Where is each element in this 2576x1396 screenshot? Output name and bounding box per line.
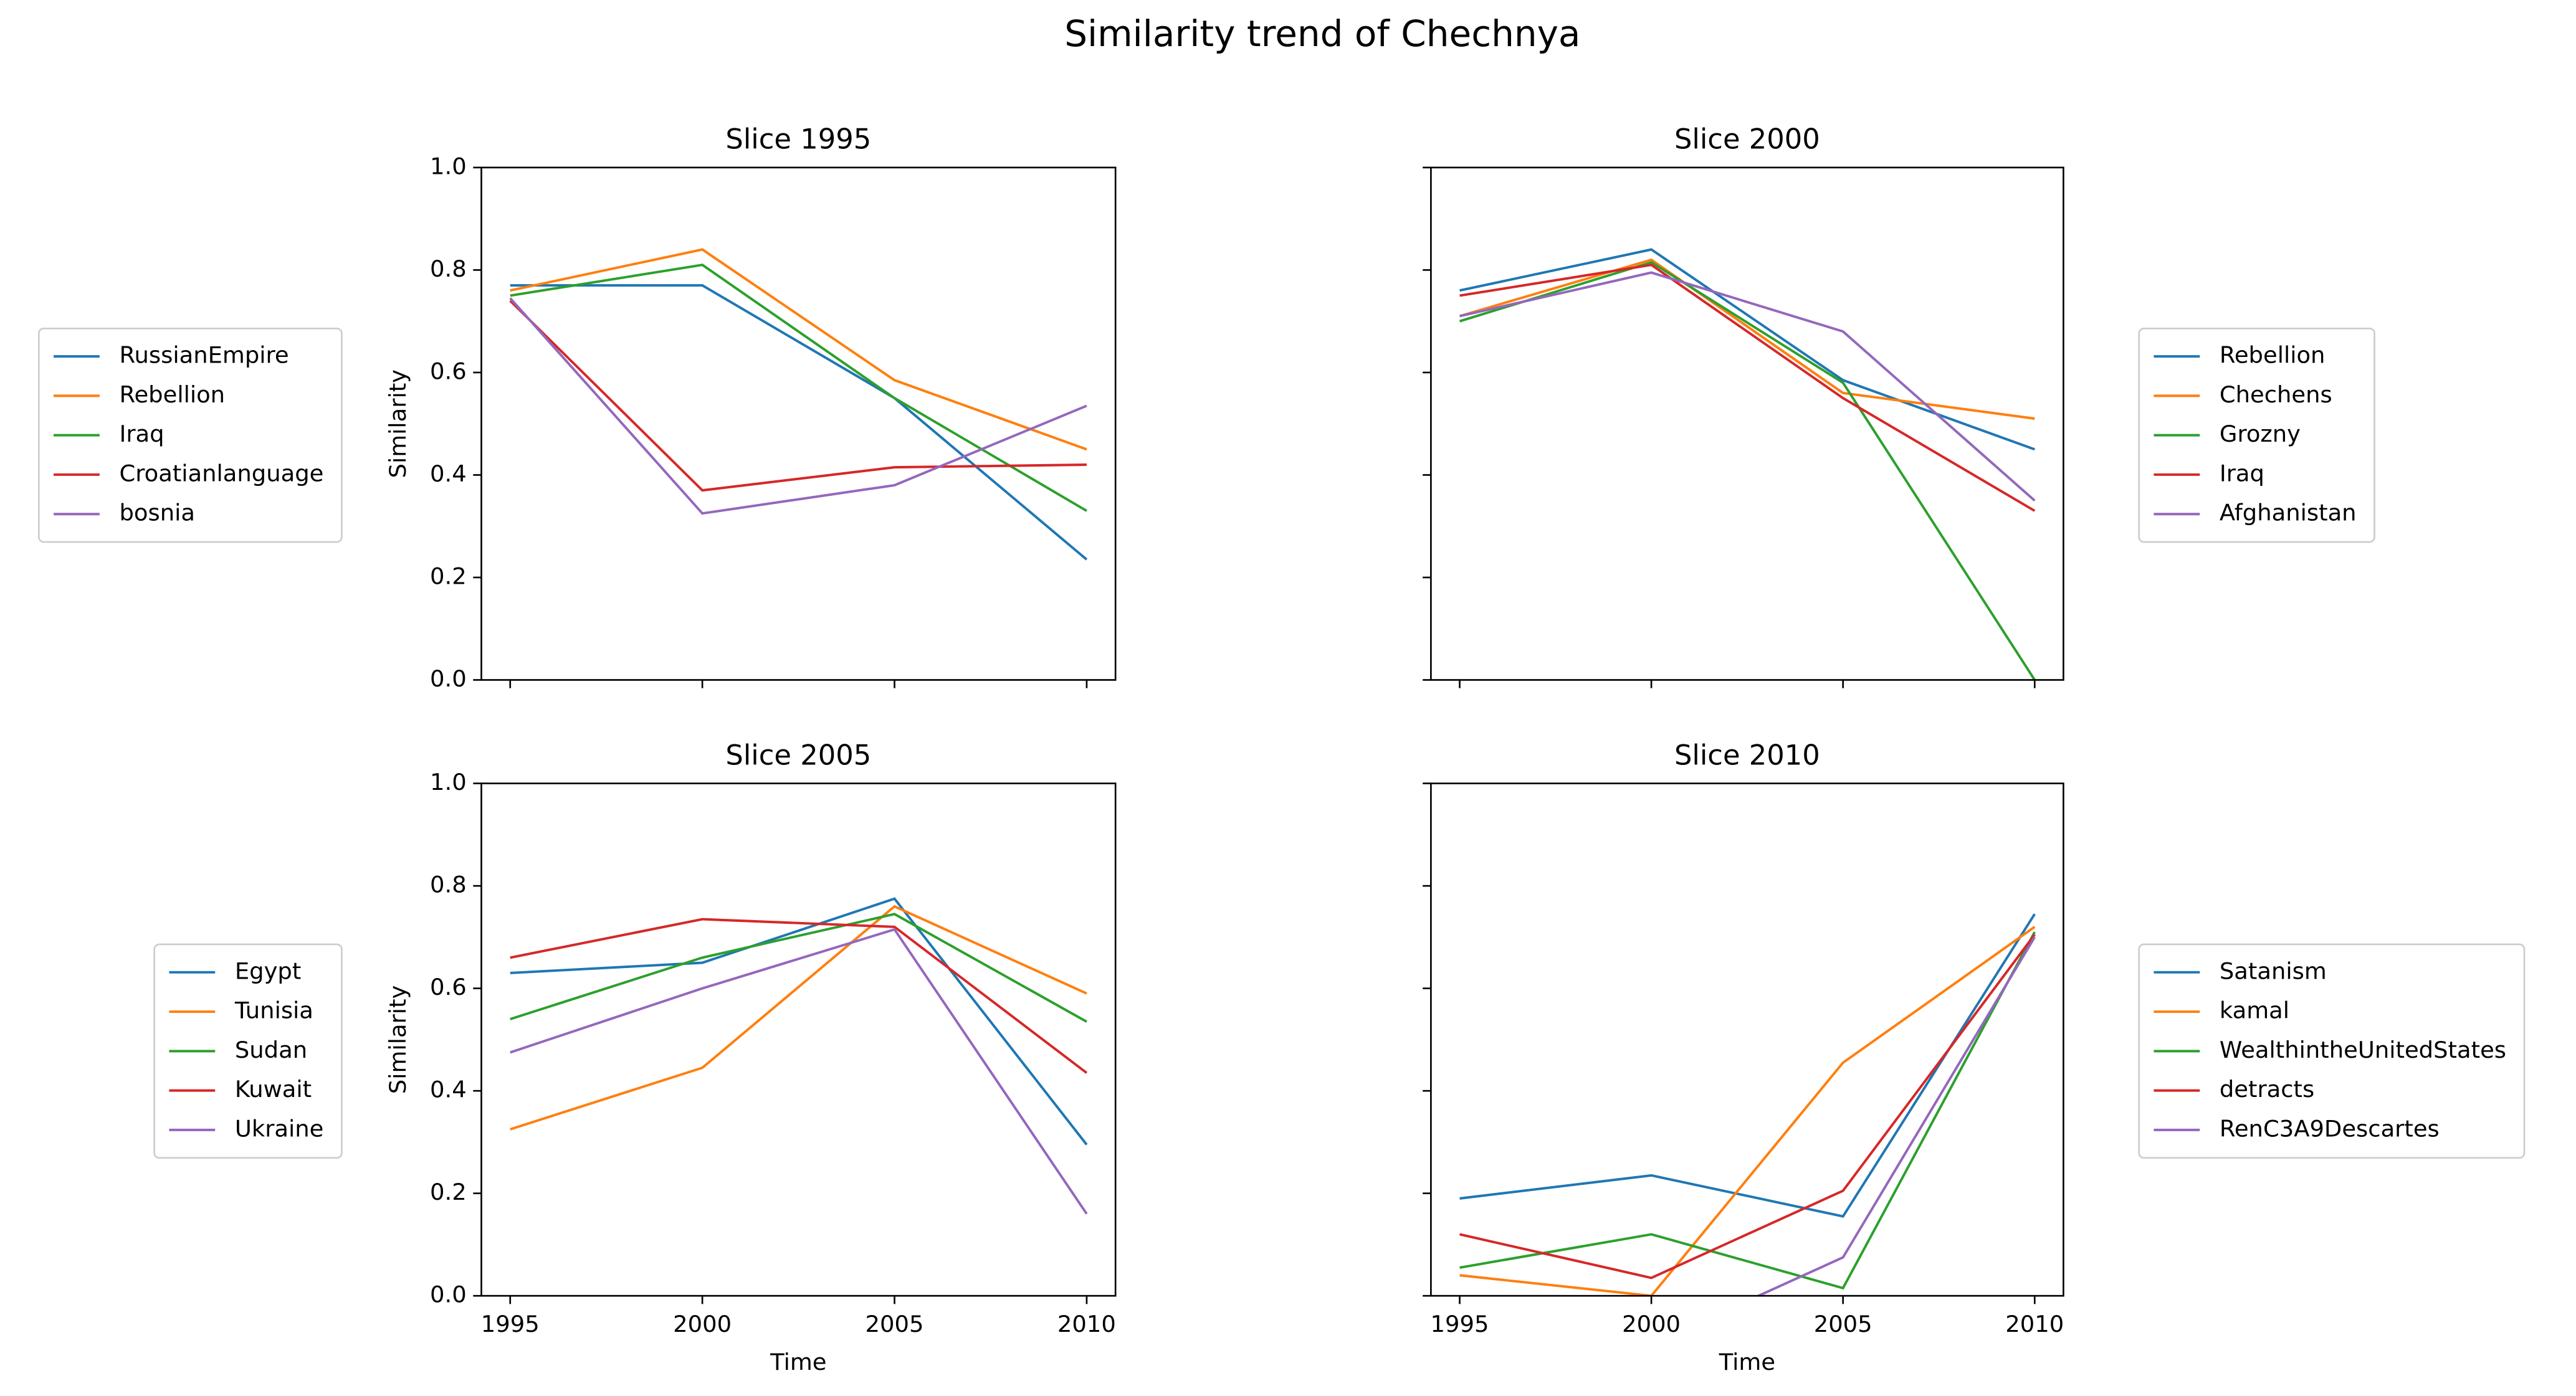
y-tick-label: 1.0 (430, 153, 467, 179)
legend-label: Chechens (2220, 381, 2332, 408)
series-line (1459, 260, 2036, 680)
y-tick-label: 0.0 (430, 1281, 467, 1308)
legend-frame (2138, 943, 2526, 1159)
series-line (1459, 258, 2035, 420)
series-line (1459, 271, 2036, 502)
axes-frame (480, 782, 1117, 1297)
subplot: Slice 1995 0.0 0.2 0.4 0.6 0.8 1.0 Similarity Ru… (37, 123, 1117, 692)
x-tick-label: 2005 (1814, 1311, 1872, 1337)
x-tick-label: 2005 (866, 1311, 924, 1337)
series-line (1459, 931, 2036, 1290)
subplot: Slice 2010 1995 2000 2005 2010 Time Satanism ka… (1423, 738, 2526, 1375)
legend-label: Rebellion (2220, 342, 2326, 369)
subplot: Slice 2000 Rebellion Chechens Grozny Iraq Afg… (1423, 123, 2375, 688)
legend-label: Rebellion (120, 381, 226, 408)
legend-label: Afghanistan (2220, 500, 2357, 526)
series-line (510, 918, 1088, 1074)
legend-label: Sudan (235, 1037, 307, 1063)
legend-frame (153, 943, 343, 1159)
x-tick-label: 2000 (673, 1311, 732, 1337)
legend-label: Grozny (2220, 420, 2301, 447)
series-line (509, 297, 1087, 515)
figure-title: Similarity trend of Chechnya (1064, 12, 1580, 55)
legend-label: Egypt (235, 957, 301, 984)
series-line (510, 928, 1088, 1215)
y-tick-label: 0.0 (430, 665, 467, 692)
y-axis-label: Similarity (384, 985, 411, 1094)
series-line (1755, 936, 2036, 1296)
legend-frame (37, 327, 343, 543)
series-line (510, 897, 1088, 1146)
legend: Rebellion Chechens Grozny Iraq Afghanistan (2138, 327, 2375, 543)
y-tick-label: 0.2 (430, 1179, 467, 1205)
series-line (1459, 913, 2036, 1218)
y-tick-label: 0.6 (430, 974, 467, 1000)
legend-label: Satanism (2220, 957, 2327, 984)
series-line (1459, 264, 2036, 512)
series-line (510, 913, 1087, 1023)
legend: Satanism kamal WealthintheUnitedStates detr… (2138, 943, 2526, 1159)
subplot-title: Slice 1995 (725, 123, 871, 156)
legend: Egypt Tunisia Sudan Kuwait Ukraine (153, 943, 343, 1159)
axes-frame (1430, 166, 2064, 681)
y-tick-label: 0.4 (430, 460, 467, 487)
x-tick-label: 1995 (1431, 1311, 1489, 1337)
y-tick-label: 0.4 (430, 1076, 467, 1103)
series-line (1459, 926, 2036, 1296)
legend-label: Kuwait (235, 1076, 312, 1103)
series-line (1459, 934, 2036, 1280)
series-line (510, 248, 1087, 451)
x-tick-label: 1995 (481, 1311, 540, 1337)
series-line (510, 284, 1088, 561)
subplot-title: Slice 2005 (725, 738, 871, 771)
legend: RussianEmpire Rebellion Iraq Croatianlangua… (37, 327, 343, 543)
legend-label: bosnia (120, 500, 196, 526)
legend-label: Iraq (2220, 460, 2264, 487)
subplot-title: Slice 2010 (1674, 738, 1820, 771)
y-tick-label: 0.6 (430, 358, 467, 384)
legend-label: detracts (2220, 1076, 2314, 1103)
y-tick-label: 1.0 (430, 769, 467, 795)
y-tick-label: 0.8 (430, 255, 467, 282)
series-line (509, 300, 1087, 492)
legend-label: RenC3A9Descartes (2220, 1115, 2440, 1142)
x-axis-label: Time (1719, 1349, 1775, 1375)
axes-frame (1430, 782, 2064, 1297)
x-tick-label: 2000 (1622, 1311, 1681, 1337)
y-tick-label: 0.2 (430, 563, 467, 589)
x-tick-label: 2010 (1057, 1311, 1116, 1337)
y-axis-label: Similarity (384, 369, 411, 478)
legend-label: Croatianlanguage (120, 460, 324, 487)
subplot-title: Slice 2000 (1674, 123, 1820, 156)
legend-label: Tunisia (234, 997, 313, 1024)
series-line (510, 264, 1087, 512)
y-tick-label: 0.8 (430, 871, 467, 898)
x-tick-label: 2010 (2005, 1311, 2064, 1337)
legend-label: Iraq (120, 420, 165, 447)
series-line (510, 905, 1087, 1131)
x-axis-label: Time (770, 1349, 826, 1375)
legend-label: kamal (2220, 997, 2289, 1024)
legend-label: RussianEmpire (120, 342, 289, 369)
axes-frame (480, 166, 1117, 681)
legend-label: Ukraine (235, 1115, 324, 1142)
subplot: Slice 2005 0.0 0.2 0.4 0.6 0.8 1.0 1995 2000 2005… (153, 738, 1117, 1375)
legend-label: WealthintheUnitedStates (2220, 1037, 2506, 1063)
legend-frame (2138, 327, 2375, 543)
